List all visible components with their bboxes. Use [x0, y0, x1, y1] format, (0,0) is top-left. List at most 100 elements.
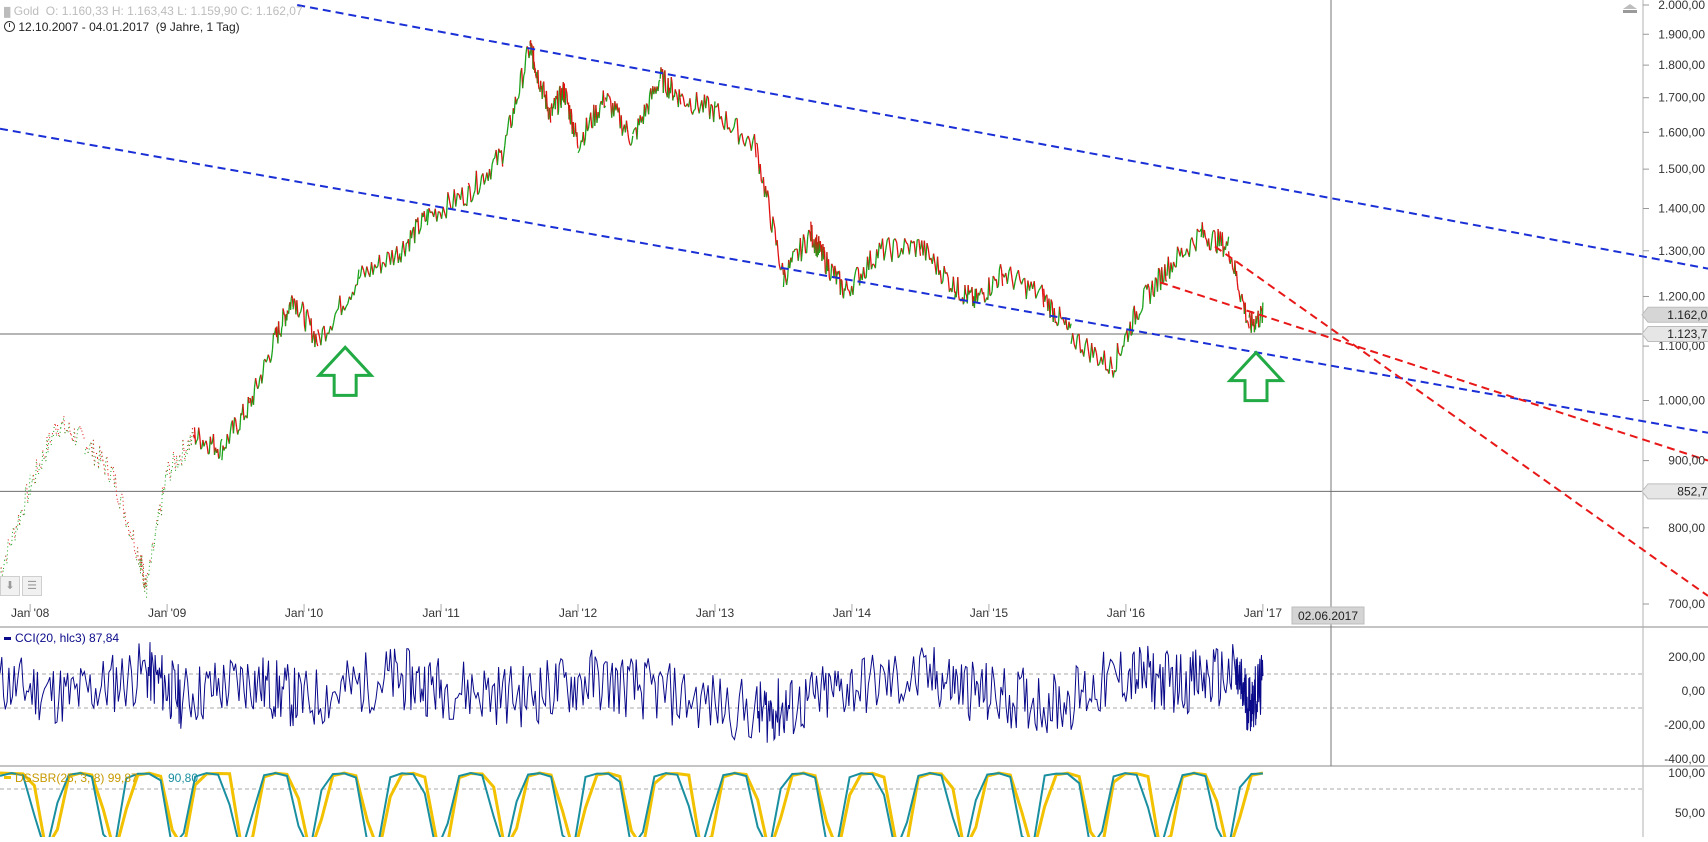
- price-segment: [316, 334, 317, 342]
- price-segment: [437, 212, 439, 222]
- price-segment: [160, 505, 161, 511]
- price-segment: [926, 243, 927, 260]
- price-segment: [403, 241, 404, 250]
- price-segment: [586, 118, 587, 131]
- price-segment: [1245, 303, 1246, 323]
- price-segment: [1187, 249, 1188, 253]
- price-segment: [1037, 290, 1039, 294]
- price-segment: [1018, 270, 1020, 280]
- price-segment: [1111, 357, 1113, 369]
- price-segment: [1181, 248, 1182, 257]
- price-segment: [346, 304, 348, 307]
- price-segment: [114, 475, 115, 487]
- price-segment: [550, 108, 551, 109]
- price-segment: [671, 77, 672, 83]
- price-segment: [42, 451, 43, 469]
- price-segment: [1228, 237, 1229, 246]
- price-segment: [830, 278, 831, 281]
- price-segment: [19, 515, 20, 525]
- price-segment: [1258, 311, 1259, 328]
- price-segment: [529, 50, 530, 58]
- price-segment: [579, 148, 580, 151]
- price-segment: [1119, 353, 1120, 355]
- list-icon: ☰: [23, 577, 41, 595]
- price-segment: [682, 94, 683, 98]
- price-segment: [7, 539, 8, 563]
- price-segment: [1142, 307, 1143, 311]
- price-segment: [174, 459, 175, 471]
- price-segment: [187, 440, 188, 454]
- price-segment: [176, 456, 177, 471]
- price-segment: [421, 213, 422, 228]
- price-segment: [562, 90, 563, 101]
- price-segment: [577, 145, 578, 148]
- price-segment: [571, 109, 572, 115]
- price-segment: [281, 328, 282, 337]
- dss-tick-label: 50,00: [1675, 806, 1705, 820]
- price-segment: [768, 191, 769, 198]
- price-segment: [1165, 264, 1166, 281]
- price-segment: [155, 528, 156, 535]
- price-segment: [71, 434, 72, 439]
- price-segment: [284, 311, 285, 315]
- price-segment: [101, 452, 102, 461]
- dss-tick-label: 100,00: [1668, 766, 1705, 780]
- price-segment: [947, 272, 948, 277]
- price-segment: [24, 488, 25, 514]
- price-segment: [125, 512, 126, 527]
- price-segment: [178, 465, 179, 467]
- price-segment: [996, 279, 997, 288]
- price-segment: [1136, 311, 1137, 319]
- price-segment: [948, 277, 949, 292]
- price-segment: [992, 276, 993, 292]
- price-segment: [570, 105, 571, 122]
- price-segment: [697, 92, 698, 106]
- price-segment: [792, 251, 793, 262]
- list-button[interactable]: ☰: [22, 576, 42, 596]
- price-segment: [89, 443, 90, 449]
- price-segment: [61, 422, 62, 428]
- stack-menu-icon[interactable]: [1620, 2, 1640, 16]
- price-segment: [963, 302, 964, 305]
- price-segment: [566, 88, 567, 91]
- price-segment: [438, 212, 440, 213]
- price-segment: [505, 135, 506, 146]
- price-segment: [14, 529, 15, 541]
- price-segment: [706, 96, 707, 108]
- price-segment: [1034, 281, 1036, 298]
- price-segment: [1039, 288, 1041, 291]
- price-segment: [194, 427, 195, 444]
- price-segment: [658, 81, 659, 91]
- price-segment: [64, 416, 65, 433]
- y-tick-label: 1.900,00: [1658, 27, 1705, 41]
- price-segment: [426, 209, 427, 221]
- price-segment: [633, 130, 634, 134]
- price-segment: [105, 459, 106, 475]
- price-segment: [345, 306, 347, 310]
- price-segment: [812, 225, 813, 247]
- price-segment: [292, 295, 293, 298]
- price-segment: [1096, 353, 1098, 366]
- price-segment: [1196, 229, 1197, 251]
- price-segment: [425, 221, 426, 222]
- price-segment: [484, 180, 485, 185]
- price-segment: [1257, 319, 1258, 324]
- price-segment: [1247, 320, 1248, 321]
- collapse-button[interactable]: ⬇: [0, 576, 20, 596]
- price-segment: [97, 453, 98, 458]
- price-segment: [156, 520, 157, 528]
- price-segment: [1124, 335, 1125, 346]
- price-segment: [940, 270, 941, 284]
- price-segment: [20, 511, 21, 525]
- cci-legend: CCI(20, hlc3) 87,84: [4, 631, 119, 645]
- price-segment: [236, 419, 237, 427]
- price-segment: [279, 321, 280, 333]
- price-segment: [842, 281, 843, 296]
- price-segment: [742, 133, 744, 142]
- price-segment: [609, 96, 610, 97]
- price-segment: [805, 240, 806, 253]
- price-segment: [944, 266, 945, 274]
- price-segment: [676, 92, 677, 94]
- price-segment: [985, 300, 986, 302]
- price-segment: [412, 230, 413, 238]
